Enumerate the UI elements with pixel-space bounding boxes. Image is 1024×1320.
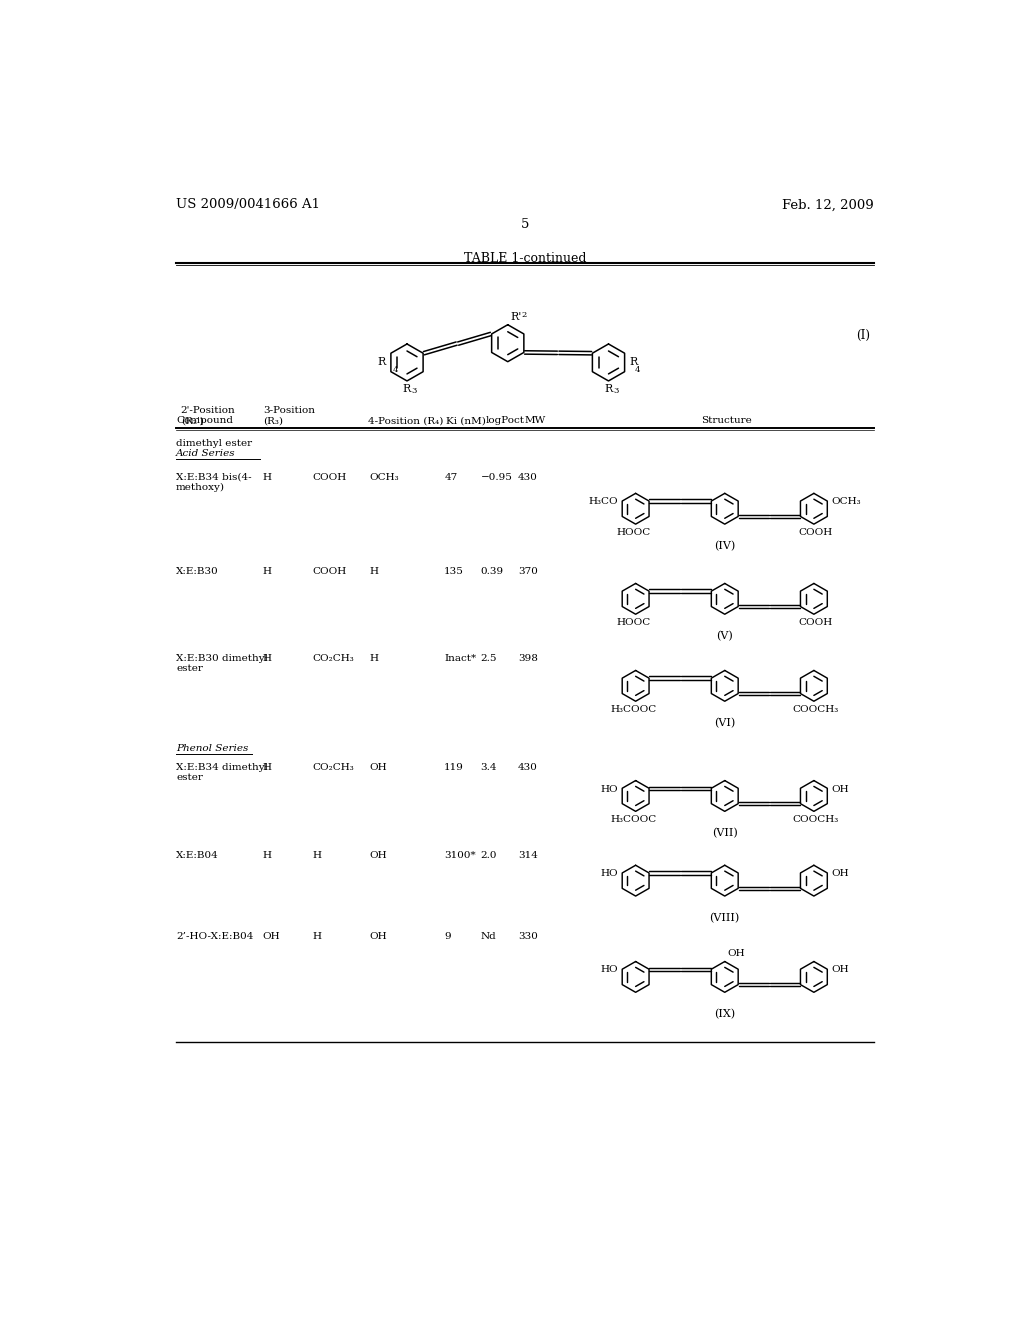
Text: X:E:B04: X:E:B04 xyxy=(176,851,219,861)
Text: Feb. 12, 2009: Feb. 12, 2009 xyxy=(781,198,873,211)
Text: COOH: COOH xyxy=(799,528,833,537)
Text: CO₂CH₃: CO₂CH₃ xyxy=(312,763,354,772)
Text: H₃CO: H₃CO xyxy=(589,498,618,507)
Text: ester: ester xyxy=(176,774,203,781)
Text: 9: 9 xyxy=(444,932,451,941)
Text: R': R' xyxy=(511,312,522,322)
Text: 314: 314 xyxy=(518,851,538,861)
Text: 2.0: 2.0 xyxy=(480,851,497,861)
Text: Acid Series: Acid Series xyxy=(176,449,236,458)
Text: 2: 2 xyxy=(521,312,527,319)
Text: R: R xyxy=(630,358,638,367)
Text: (IX): (IX) xyxy=(714,1010,735,1019)
Text: 4: 4 xyxy=(635,366,640,374)
Text: (VIII): (VIII) xyxy=(710,913,740,923)
Text: TABLE 1-continued: TABLE 1-continued xyxy=(464,252,586,265)
Text: HO: HO xyxy=(601,965,618,974)
Text: 5: 5 xyxy=(520,218,529,231)
Text: COOH: COOH xyxy=(799,618,833,627)
Text: methoxy): methoxy) xyxy=(176,483,225,491)
Text: (V): (V) xyxy=(717,631,733,642)
Text: Inact*: Inact* xyxy=(444,655,476,663)
Text: dimethyl ester: dimethyl ester xyxy=(176,440,252,449)
Text: MW: MW xyxy=(524,416,546,425)
Text: OH: OH xyxy=(370,851,387,861)
Text: 3-Position: 3-Position xyxy=(263,407,314,416)
Text: HO: HO xyxy=(601,784,618,793)
Text: H: H xyxy=(263,473,271,482)
Text: X:E:B34 dimethyl: X:E:B34 dimethyl xyxy=(176,763,268,772)
Text: (VI): (VI) xyxy=(714,718,735,729)
Text: R: R xyxy=(604,384,612,393)
Text: Compound: Compound xyxy=(176,416,233,425)
Text: 3100*: 3100* xyxy=(444,851,476,861)
Text: 4-Position (R₄): 4-Position (R₄) xyxy=(369,416,443,425)
Text: 330: 330 xyxy=(518,932,538,941)
Text: 119: 119 xyxy=(444,763,464,772)
Text: CO₂CH₃: CO₂CH₃ xyxy=(312,655,354,663)
Text: R: R xyxy=(378,358,386,367)
Text: 2.5: 2.5 xyxy=(480,655,497,663)
Text: COOCH₃: COOCH₃ xyxy=(793,816,839,824)
Text: OH: OH xyxy=(830,870,849,878)
Text: X:E:B30: X:E:B30 xyxy=(176,566,219,576)
Text: OH: OH xyxy=(370,932,387,941)
Text: COOH: COOH xyxy=(312,473,347,482)
Text: H: H xyxy=(312,932,322,941)
Text: H: H xyxy=(263,851,271,861)
Text: (VII): (VII) xyxy=(712,829,737,838)
Text: R: R xyxy=(402,384,411,393)
Text: 2'-Position: 2'-Position xyxy=(180,407,236,416)
Text: (R₂'): (R₂') xyxy=(180,416,204,425)
Text: H: H xyxy=(263,763,271,772)
Text: 4: 4 xyxy=(393,366,398,374)
Text: 3.4: 3.4 xyxy=(480,763,497,772)
Text: COOCH₃: COOCH₃ xyxy=(793,705,839,714)
Text: 0.39: 0.39 xyxy=(480,566,504,576)
Text: OCH₃: OCH₃ xyxy=(370,473,399,482)
Text: OH: OH xyxy=(263,932,281,941)
Text: OH: OH xyxy=(728,949,745,958)
Text: H: H xyxy=(370,566,379,576)
Text: logPoct: logPoct xyxy=(486,416,525,425)
Text: US 2009/0041666 A1: US 2009/0041666 A1 xyxy=(176,198,321,211)
Text: OH: OH xyxy=(830,784,849,793)
Text: 2’-HO-X:E:B04: 2’-HO-X:E:B04 xyxy=(176,932,253,941)
Text: OCH₃: OCH₃ xyxy=(830,498,860,507)
Text: H: H xyxy=(370,655,379,663)
Text: Ki (nM): Ki (nM) xyxy=(445,416,485,425)
Text: HOOC: HOOC xyxy=(616,528,651,537)
Text: 47: 47 xyxy=(444,473,458,482)
Text: 135: 135 xyxy=(444,566,464,576)
Text: OH: OH xyxy=(370,763,387,772)
Text: 370: 370 xyxy=(518,566,538,576)
Text: 3: 3 xyxy=(412,387,417,395)
Text: Phenol Series: Phenol Series xyxy=(176,743,249,752)
Text: OH: OH xyxy=(830,965,849,974)
Text: Nd: Nd xyxy=(480,932,497,941)
Text: ester: ester xyxy=(176,664,203,673)
Text: (I): (I) xyxy=(856,330,870,342)
Text: X:E:B30 dimethyl: X:E:B30 dimethyl xyxy=(176,655,268,663)
Text: 430: 430 xyxy=(518,473,538,482)
Text: COOH: COOH xyxy=(312,566,347,576)
Text: (IV): (IV) xyxy=(714,541,735,552)
Text: HOOC: HOOC xyxy=(616,618,651,627)
Text: −0.95: −0.95 xyxy=(480,473,512,482)
Text: 398: 398 xyxy=(518,655,538,663)
Text: 430: 430 xyxy=(518,763,538,772)
Text: (R₃): (R₃) xyxy=(263,416,283,425)
Text: H: H xyxy=(263,655,271,663)
Text: HO: HO xyxy=(601,870,618,878)
Text: 3: 3 xyxy=(613,387,618,395)
Text: Structure: Structure xyxy=(701,416,753,425)
Text: H: H xyxy=(263,566,271,576)
Text: H₃COOC: H₃COOC xyxy=(611,705,657,714)
Text: H: H xyxy=(312,851,322,861)
Text: X:E:B34 bis(4-: X:E:B34 bis(4- xyxy=(176,473,252,482)
Text: H₃COOC: H₃COOC xyxy=(611,816,657,824)
